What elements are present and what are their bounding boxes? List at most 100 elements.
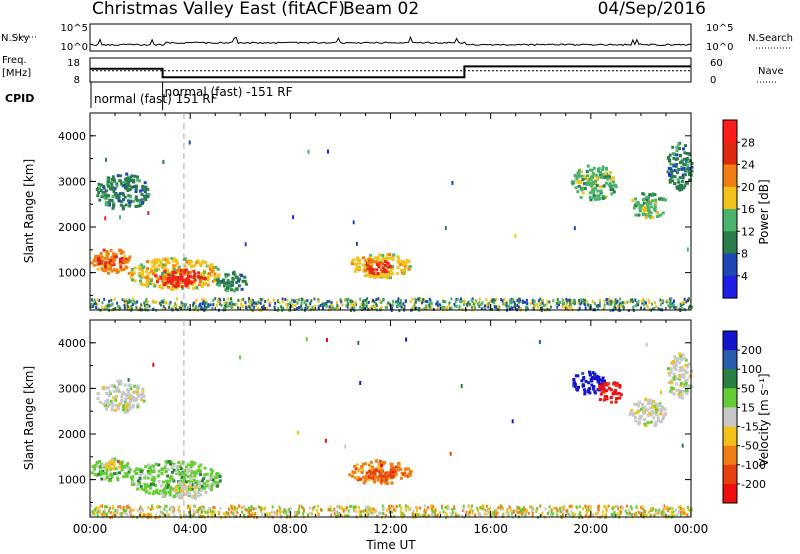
data-cell bbox=[128, 468, 132, 472]
data-cell bbox=[690, 169, 694, 173]
ground-cell bbox=[476, 302, 479, 306]
data-cell bbox=[370, 474, 374, 478]
data-cell bbox=[138, 273, 142, 277]
ground-cell bbox=[559, 507, 561, 511]
data-cell bbox=[127, 271, 131, 275]
ground-cell bbox=[197, 514, 200, 518]
data-cell bbox=[152, 476, 156, 480]
data-cell bbox=[151, 272, 155, 276]
speck-cell bbox=[119, 215, 121, 220]
data-cell bbox=[127, 258, 131, 262]
ground-cell bbox=[620, 304, 623, 308]
ground-cell bbox=[506, 511, 509, 515]
ground-cell bbox=[444, 511, 447, 515]
ground-cell bbox=[90, 305, 93, 309]
data-cell bbox=[206, 479, 209, 483]
data-cell bbox=[131, 475, 135, 479]
data-cell bbox=[175, 258, 178, 262]
data-cell bbox=[114, 192, 118, 196]
ground-cell bbox=[384, 305, 387, 309]
ground-cell bbox=[251, 300, 254, 304]
ground-cell bbox=[95, 306, 98, 309]
ground-cell bbox=[96, 513, 99, 517]
data-cell bbox=[401, 270, 404, 274]
ground-cell bbox=[424, 513, 426, 517]
data-cell bbox=[181, 270, 185, 274]
ground-cell bbox=[111, 302, 114, 306]
ground-cell bbox=[377, 297, 380, 301]
data-cell bbox=[206, 275, 210, 279]
ground-cell bbox=[225, 511, 228, 515]
data-cell bbox=[238, 277, 242, 281]
data-cell bbox=[364, 259, 368, 263]
data-cell bbox=[107, 194, 111, 198]
data-cell bbox=[642, 408, 646, 412]
ground-cell bbox=[514, 303, 516, 307]
data-cell bbox=[397, 260, 401, 264]
data-cell bbox=[155, 278, 159, 282]
speck-cell bbox=[324, 438, 327, 443]
data-cell bbox=[127, 406, 131, 410]
ground-cell bbox=[366, 510, 369, 514]
data-cell bbox=[611, 187, 615, 191]
data-cell bbox=[136, 403, 140, 407]
ground-cell bbox=[541, 511, 544, 515]
ground-cell bbox=[123, 303, 126, 307]
ground-cell bbox=[627, 508, 630, 512]
ground-cell bbox=[670, 304, 673, 308]
ground-cell bbox=[241, 510, 244, 514]
ground-cell bbox=[461, 514, 464, 518]
speck-cell bbox=[444, 226, 447, 231]
data-cell bbox=[674, 356, 678, 360]
ground-cell bbox=[666, 298, 669, 302]
ground-cell bbox=[599, 301, 601, 305]
ground-cell bbox=[130, 305, 133, 308]
ground-cell bbox=[637, 299, 640, 303]
data-cell bbox=[141, 185, 145, 189]
ground-cell bbox=[204, 307, 207, 311]
ground-cell bbox=[584, 298, 586, 302]
data-cell bbox=[365, 476, 369, 480]
ground-cell bbox=[282, 300, 285, 303]
data-cell bbox=[675, 153, 679, 157]
ground-cell bbox=[661, 510, 664, 514]
data-cell bbox=[202, 477, 205, 481]
data-cell bbox=[188, 488, 192, 492]
data-cell bbox=[122, 181, 126, 184]
data-cell bbox=[366, 263, 370, 267]
data-cell bbox=[134, 397, 138, 401]
data-cell bbox=[132, 390, 136, 394]
ground-cell bbox=[658, 510, 661, 514]
data-cell bbox=[362, 256, 365, 260]
colorbar-tick-label: 24 bbox=[741, 159, 755, 172]
data-cell bbox=[381, 269, 385, 273]
data-cell bbox=[374, 469, 378, 473]
ground-cell bbox=[505, 304, 508, 308]
ground-cell bbox=[661, 507, 664, 511]
data-cell bbox=[121, 464, 125, 468]
speck-cell bbox=[460, 384, 463, 388]
data-cell bbox=[167, 490, 171, 494]
data-cell bbox=[106, 179, 110, 183]
ground-cell bbox=[669, 300, 672, 304]
ground-cell bbox=[365, 301, 368, 305]
data-cell bbox=[124, 257, 128, 261]
ground-cell bbox=[517, 305, 520, 309]
data-cell bbox=[157, 469, 161, 473]
ground-cell bbox=[535, 509, 538, 513]
ground-cell bbox=[450, 306, 453, 310]
ground-cell bbox=[217, 300, 220, 304]
data-cell bbox=[681, 353, 685, 357]
data-cell bbox=[106, 257, 110, 261]
data-cell bbox=[187, 475, 190, 479]
ground-cell bbox=[526, 307, 529, 311]
speck-cell bbox=[326, 338, 328, 342]
data-cell bbox=[370, 471, 374, 475]
ground-cell bbox=[168, 507, 171, 511]
data-cell bbox=[209, 274, 213, 278]
data-cell bbox=[117, 199, 121, 203]
ground-cell bbox=[409, 507, 412, 511]
data-cell bbox=[144, 188, 147, 192]
data-cell bbox=[637, 213, 641, 217]
data-cell bbox=[178, 493, 182, 497]
